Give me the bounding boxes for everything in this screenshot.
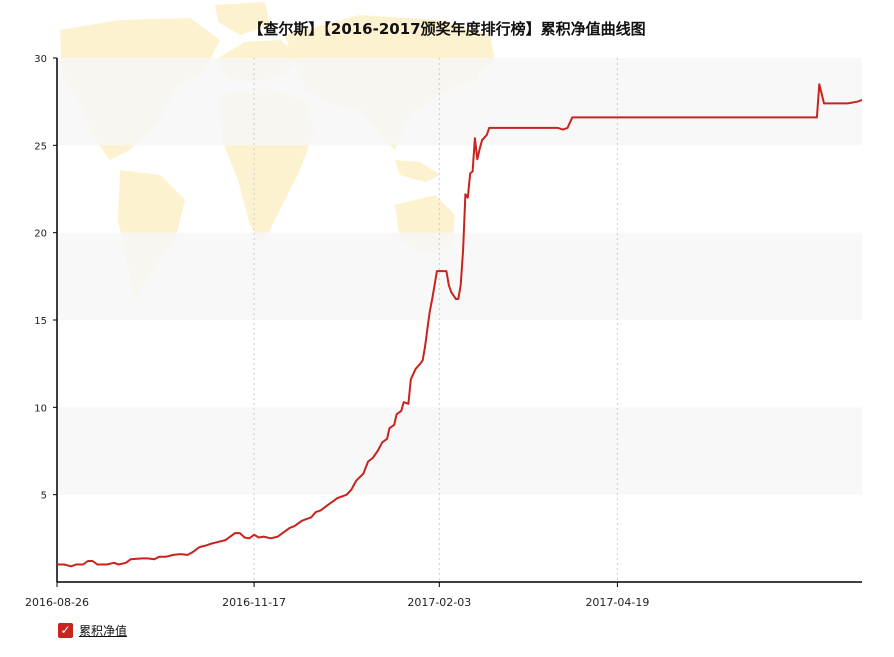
x-tick-label: 2017-04-19 [585, 596, 649, 609]
grid-band [57, 232, 862, 320]
x-axis-ticks: 2016-08-26 2016-11-17 2017-02-03 2017-04-19 [25, 582, 649, 609]
grid-band [57, 407, 862, 495]
y-tick-label: 20 [34, 229, 47, 240]
x-tick-label: 2016-08-26 [25, 596, 89, 609]
x-tick-label: 2016-11-17 [222, 596, 286, 609]
check-icon[interactable]: ✓ [58, 622, 73, 638]
legend-item[interactable]: ✓ 累积净值 [58, 620, 127, 640]
series-line [57, 83, 863, 568]
grid-band [57, 58, 862, 146]
y-tick-label: 15 [34, 316, 47, 327]
y-tick-label: 5 [41, 491, 47, 502]
background-bands [57, 58, 862, 495]
chart-title: 【查尔斯】【2016-2017颁奖年度排行榜】累积净值曲线图 [248, 20, 646, 38]
y-tick-label: 10 [34, 403, 47, 414]
y-tick-label: 25 [34, 141, 47, 152]
legend-label: 累积净值 [79, 623, 128, 638]
y-axis-ticks: 5 10 15 20 25 30 [34, 54, 57, 502]
x-tick-label: 2017-02-03 [407, 596, 471, 609]
series-layer [57, 83, 863, 568]
y-tick-label: 30 [34, 54, 47, 65]
